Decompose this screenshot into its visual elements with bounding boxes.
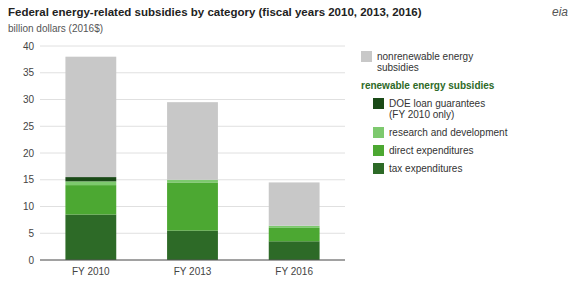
bar-segment [65, 185, 116, 214]
legend-heading: renewable energy subsidies [361, 80, 495, 91]
legend-label: nonrenewable energysubsidies [377, 51, 473, 73]
legend: nonrenewable energysubsidies renewable en… [361, 51, 508, 174]
x-tick-label: FY 2010 [72, 266, 110, 277]
bar-segment [167, 231, 218, 260]
x-tick-label: FY 2013 [174, 266, 212, 277]
bar-segment [269, 228, 320, 241]
legend-swatch [373, 127, 384, 138]
bar-segment [65, 177, 116, 181]
bar-segment [269, 226, 320, 228]
bar-segment [167, 102, 218, 180]
grid [40, 46, 345, 260]
y-tick-label: 0 [28, 255, 34, 266]
y-tick-label: 25 [23, 121, 35, 132]
legend-label: tax expenditures [389, 163, 462, 174]
legend-swatch [373, 98, 384, 109]
bar-segment [65, 215, 116, 260]
y-tick-label: 10 [23, 201, 35, 212]
grid-line [40, 46, 345, 47]
legend-label: research and development [389, 127, 508, 138]
legend-swatch [373, 145, 384, 156]
bar-segment [167, 180, 218, 183]
x-tick-label: FY 2016 [275, 266, 313, 277]
legend-label: DOE loan guarantees(FY 2010 only) [389, 98, 485, 120]
bar-segment [65, 181, 116, 185]
legend-swatch [361, 51, 372, 62]
logo-text: eia [552, 5, 568, 19]
y-tick-label: 20 [23, 148, 35, 159]
y-tick-label: 35 [23, 67, 35, 78]
chart: Federal energy-related subsidies by cate… [0, 0, 576, 288]
bar-segment [269, 241, 320, 260]
legend-label: direct expenditures [389, 145, 474, 156]
y-tick-label: 30 [23, 94, 35, 105]
bar-segment [167, 182, 218, 230]
bars [65, 57, 319, 260]
y-tick-label: 5 [28, 228, 34, 239]
legend-swatch [373, 163, 384, 174]
bar-segment [65, 57, 116, 177]
y-tick-label: 40 [23, 41, 35, 52]
grid-line [40, 260, 345, 261]
y-tick-label: 15 [23, 174, 35, 185]
subtitle: billion dollars (2016$) [8, 23, 103, 34]
bar-segment [269, 182, 320, 225]
title: Federal energy-related subsidies by cate… [8, 6, 422, 18]
x-axis-line [40, 260, 345, 261]
